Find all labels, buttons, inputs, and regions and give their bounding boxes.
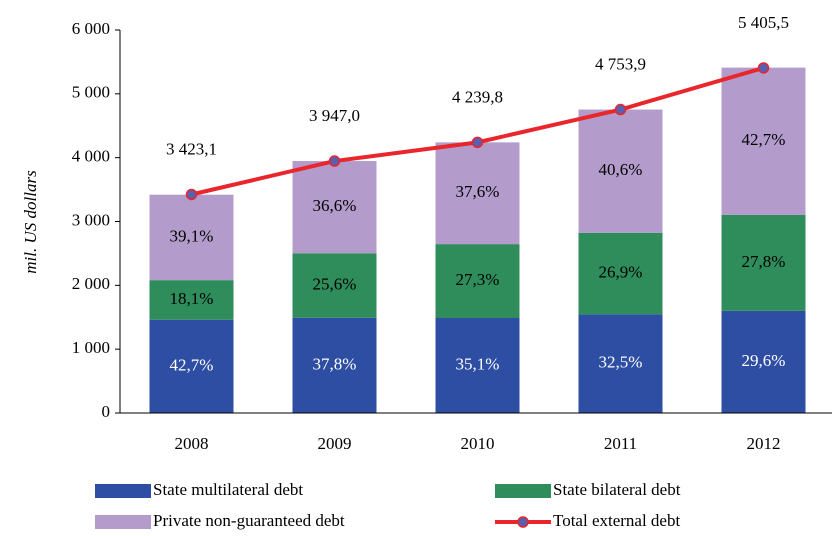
y-tick-label: 3 000 (72, 210, 110, 229)
total-label: 3 947,0 (309, 106, 360, 125)
bar-segment (149, 319, 234, 413)
line-marker (614, 103, 627, 116)
bar-segment (149, 280, 234, 320)
legend-marker (517, 516, 529, 528)
y-tick-label: 6 000 (72, 19, 110, 38)
segment-label: 25,6% (313, 274, 357, 293)
legend-label: Total external debt (553, 511, 680, 530)
segment-label: 27,3% (456, 270, 500, 289)
x-tick-label: 2011 (604, 434, 637, 453)
bar-segment (578, 314, 663, 413)
legend-label: State multilateral debt (153, 480, 303, 499)
segment-label: 42,7% (170, 355, 214, 374)
line-marker (757, 62, 770, 74)
bar-segment (578, 109, 663, 233)
bar-segment (292, 253, 377, 318)
bar-segment (721, 310, 806, 413)
line-marker (471, 136, 484, 149)
x-tick-label: 2010 (461, 434, 495, 453)
x-tick-label: 2012 (747, 434, 781, 453)
segment-label: 40,6% (599, 160, 643, 179)
segment-label: 18,1% (170, 289, 214, 308)
total-label: 4 753,9 (595, 54, 646, 73)
segment-label: 35,1% (456, 354, 500, 373)
total-label: 3 423,1 (166, 139, 217, 158)
y-tick-label: 2 000 (72, 274, 110, 293)
legend-swatch (495, 484, 551, 498)
x-tick-label: 2009 (318, 434, 352, 453)
y-tick-label: 1 000 (72, 338, 110, 357)
y-tick-label: 5 000 (72, 83, 110, 102)
legend-swatch (95, 484, 151, 498)
bar-segment (292, 317, 377, 413)
line-marker (185, 188, 198, 201)
legend-label: State bilateral debt (553, 480, 681, 499)
bar-segment (435, 318, 520, 413)
bar-segment (721, 67, 806, 215)
bar-segment (435, 244, 520, 319)
total-label: 4 239,8 (452, 87, 503, 106)
bar-segment (149, 194, 234, 281)
legend-label: Private non-guaranteed debt (153, 511, 345, 530)
segment-label: 39,1% (170, 226, 214, 245)
x-tick-label: 2008 (175, 434, 209, 453)
segment-label: 32,5% (599, 353, 643, 372)
bar-segment (292, 161, 377, 254)
total-label: 5 405,5 (738, 13, 789, 32)
line-marker (328, 155, 341, 167)
y-axis-label: mil. US dollars (21, 170, 40, 274)
y-tick-label: 4 000 (72, 147, 110, 166)
y-tick-label: 0 (102, 402, 111, 421)
bar-segment (721, 214, 806, 311)
segment-label: 27,8% (742, 252, 786, 271)
segment-label: 37,6% (456, 182, 500, 201)
bar-segment (578, 232, 663, 315)
segment-label: 29,6% (742, 351, 786, 370)
segment-label: 36,6% (313, 196, 357, 215)
segment-label: 42,7% (742, 130, 786, 149)
segment-label: 26,9% (599, 262, 643, 281)
segment-label: 37,8% (313, 354, 357, 373)
bar-segment (435, 142, 520, 245)
legend-swatch (95, 515, 151, 529)
